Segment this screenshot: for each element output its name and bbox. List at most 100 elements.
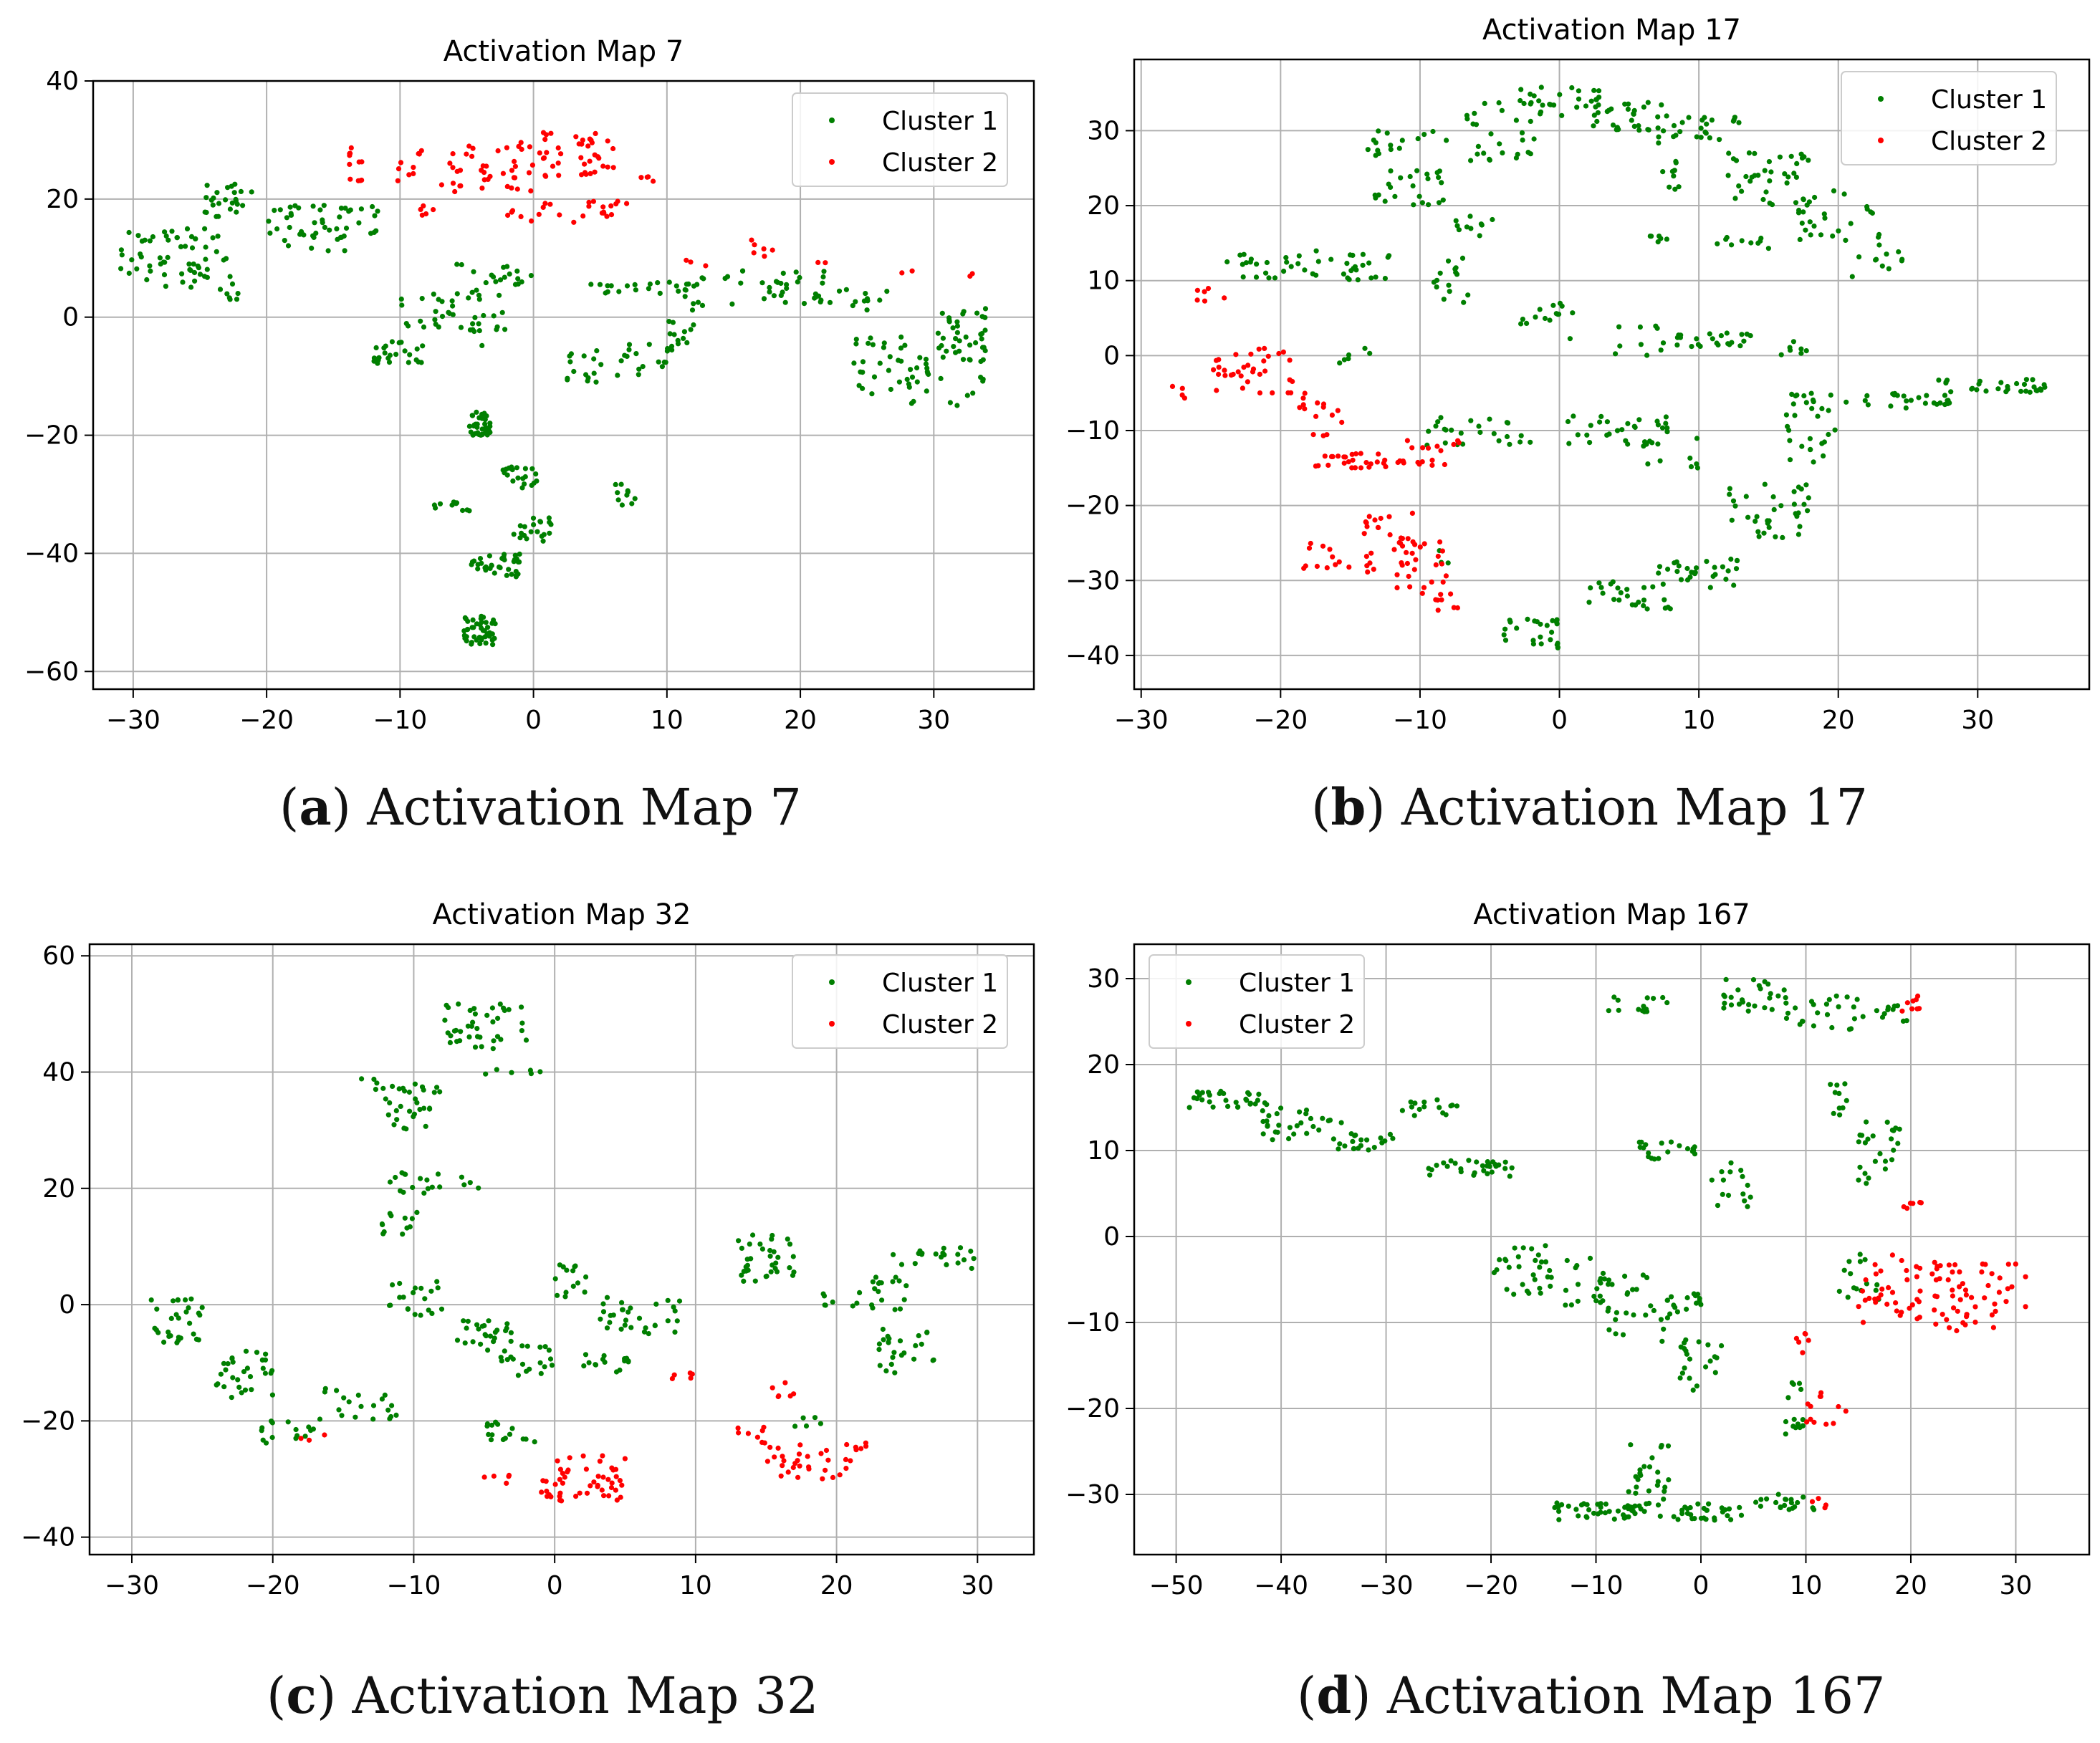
legend-box bbox=[792, 954, 1008, 1049]
data-point bbox=[1514, 625, 1520, 631]
data-point bbox=[429, 1310, 435, 1316]
data-point bbox=[893, 1274, 898, 1280]
data-point bbox=[1296, 253, 1302, 259]
data-point bbox=[196, 1337, 201, 1343]
data-point bbox=[1789, 391, 1795, 398]
data-point bbox=[1270, 1137, 1275, 1143]
data-point bbox=[1598, 413, 1604, 420]
data-point bbox=[1576, 88, 1581, 94]
data-point bbox=[562, 1474, 567, 1480]
data-point bbox=[1575, 432, 1581, 438]
data-point bbox=[1438, 592, 1444, 597]
data-point bbox=[1350, 457, 1356, 463]
data-point bbox=[1593, 97, 1599, 102]
data-point bbox=[876, 1289, 881, 1295]
data-point bbox=[1904, 1267, 1909, 1274]
data-point bbox=[506, 567, 512, 572]
data-point bbox=[657, 290, 663, 296]
data-point bbox=[619, 1482, 625, 1488]
data-point bbox=[537, 1344, 543, 1350]
data-point bbox=[622, 1322, 628, 1328]
data-point bbox=[1862, 1171, 1868, 1176]
data-point bbox=[494, 324, 500, 330]
data-point bbox=[947, 400, 953, 405]
data-point bbox=[234, 297, 240, 302]
data-point bbox=[1583, 103, 1589, 109]
x-tick-label: −20 bbox=[1253, 706, 1308, 735]
data-point bbox=[1747, 178, 1753, 184]
data-point bbox=[1588, 585, 1593, 591]
data-point bbox=[542, 1364, 547, 1370]
data-point bbox=[1889, 1157, 1895, 1163]
data-point bbox=[898, 345, 904, 351]
data-point bbox=[665, 1297, 671, 1303]
data-point bbox=[471, 625, 476, 630]
data-point bbox=[1306, 545, 1313, 551]
data-point bbox=[1841, 191, 1847, 197]
data-point bbox=[224, 256, 229, 261]
data-point bbox=[978, 375, 984, 380]
data-point bbox=[1606, 1282, 1611, 1287]
data-point bbox=[1491, 1269, 1497, 1276]
data-point bbox=[421, 1087, 426, 1093]
data-point bbox=[870, 342, 876, 347]
data-point bbox=[1421, 541, 1427, 547]
y-tick-label: 40 bbox=[46, 67, 79, 96]
data-point bbox=[1864, 393, 1870, 399]
data-point bbox=[1783, 1497, 1789, 1502]
data-point bbox=[583, 171, 589, 177]
data-point bbox=[780, 289, 785, 295]
data-point bbox=[909, 374, 916, 380]
data-point bbox=[269, 1392, 275, 1398]
data-point bbox=[1310, 432, 1316, 438]
data-point bbox=[1801, 196, 1806, 202]
data-point bbox=[528, 273, 534, 279]
data-point bbox=[176, 1315, 181, 1321]
data-point bbox=[1308, 1115, 1314, 1121]
data-point bbox=[1520, 1282, 1525, 1287]
data-point bbox=[1662, 597, 1667, 602]
data-point bbox=[682, 294, 688, 299]
data-point bbox=[513, 569, 519, 575]
data-point bbox=[1454, 272, 1460, 277]
data-point bbox=[960, 357, 967, 362]
data-point bbox=[458, 1029, 464, 1034]
data-point bbox=[417, 1107, 423, 1113]
data-point bbox=[1449, 427, 1454, 433]
data-point bbox=[1597, 1278, 1603, 1284]
data-point bbox=[495, 148, 501, 154]
data-point bbox=[1916, 395, 1922, 400]
data-point bbox=[1671, 134, 1677, 140]
data-point bbox=[1904, 1000, 1910, 1006]
data-point bbox=[1616, 324, 1622, 330]
data-point bbox=[1223, 1098, 1229, 1103]
data-point bbox=[259, 1357, 265, 1363]
data-point bbox=[1234, 1104, 1241, 1110]
data-point bbox=[1694, 436, 1700, 441]
data-point bbox=[1854, 1286, 1859, 1292]
data-point bbox=[1661, 1326, 1667, 1332]
data-point bbox=[411, 1114, 416, 1120]
data-point bbox=[1376, 128, 1381, 134]
data-point bbox=[670, 320, 676, 325]
data-point bbox=[358, 206, 364, 212]
data-point bbox=[820, 274, 826, 280]
legend-marker bbox=[1878, 96, 1884, 102]
data-point bbox=[745, 1431, 751, 1436]
data-point bbox=[953, 336, 959, 342]
data-point bbox=[1746, 150, 1752, 156]
data-point bbox=[1844, 399, 1849, 405]
data-point bbox=[774, 1269, 780, 1274]
data-point bbox=[613, 1369, 620, 1375]
data-point bbox=[450, 151, 456, 157]
data-point bbox=[1933, 1321, 1939, 1327]
data-point bbox=[738, 280, 744, 286]
data-point bbox=[161, 1339, 167, 1345]
data-point bbox=[1302, 267, 1308, 273]
data-point bbox=[536, 211, 542, 217]
y-tick-label: −20 bbox=[21, 1406, 75, 1436]
data-point bbox=[1477, 429, 1483, 436]
data-point bbox=[581, 353, 587, 359]
data-point bbox=[483, 564, 489, 570]
data-point bbox=[1786, 1507, 1792, 1512]
